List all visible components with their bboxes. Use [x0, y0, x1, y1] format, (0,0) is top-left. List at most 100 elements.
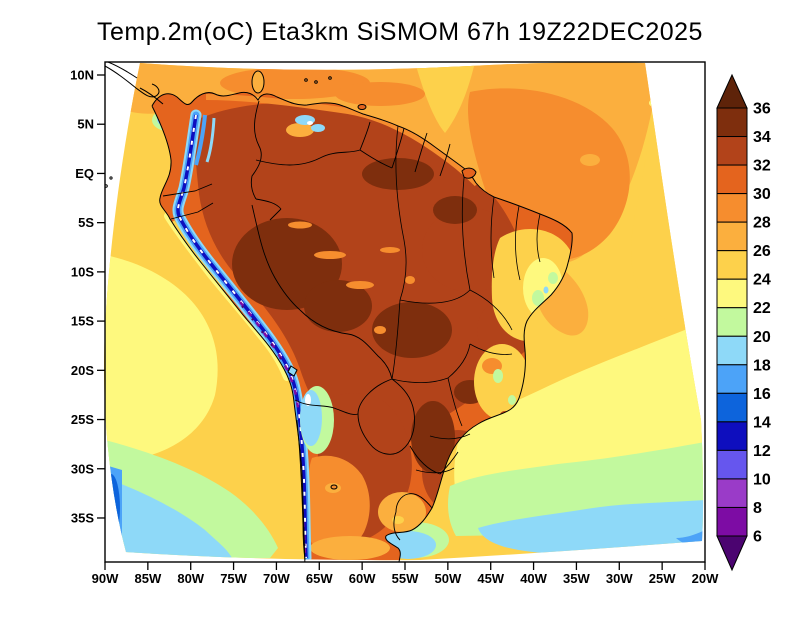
pampas-amber — [305, 455, 370, 554]
colorbar-label: 22 — [753, 300, 771, 317]
lake-titicaca — [287, 365, 298, 377]
lon-tick-label: 20W — [692, 571, 719, 586]
colorbar-label: 8 — [753, 500, 762, 517]
antilles-island — [314, 80, 318, 84]
atlantic-light-blue — [478, 500, 704, 554]
antilles-island — [304, 78, 308, 82]
border-per-bra — [251, 204, 301, 311]
coastlines-and-borders — [98, 62, 573, 562]
colorbar-label: 24 — [753, 272, 771, 289]
galapagos-island — [98, 179, 101, 182]
colorbar-arrow-below — [716, 535, 748, 572]
lat-tick-label: EQ — [75, 166, 94, 181]
colorbar-segment — [716, 335, 748, 366]
minas-green-speck — [493, 369, 503, 383]
mottle — [380, 247, 400, 253]
ocean-pale-spot — [664, 78, 696, 92]
andes-darkest-specks — [241, 305, 306, 555]
colorbar-segment — [716, 307, 748, 337]
lat-tick-label: 5S — [78, 215, 94, 230]
colorbar-legend: 36 34 32 30 28 26 24 22 20 18 16 14 12 10 8 6 — [716, 73, 771, 572]
ne-brazil-cyan-speck — [543, 286, 549, 294]
central-america-coastlines — [105, 62, 164, 105]
altiplano-cyan — [300, 390, 322, 446]
state-border — [447, 377, 463, 427]
trinidad-island — [357, 104, 367, 110]
minas-green-speck — [508, 395, 516, 405]
border-arg-chi — [296, 419, 306, 561]
lon-tick-label: 55W — [392, 571, 419, 586]
colorbar-label: 6 — [753, 528, 762, 545]
colorbar-label: 18 — [753, 357, 771, 374]
border-col-ecu — [162, 183, 213, 197]
pacific-pale-yellow — [105, 255, 218, 462]
mottle — [374, 326, 386, 334]
hot-core — [304, 280, 372, 332]
lake-maracaibo — [251, 70, 265, 94]
galapagos-island — [105, 184, 108, 188]
south-america-coastline — [151, 91, 573, 562]
hot-core — [433, 196, 477, 224]
uruguay-gold-speck — [392, 516, 404, 524]
longitude-axis: 90W 85W 80W 75W 70W 65W 60W 55W 50W 45W 40W 35W 30W 2… — [92, 562, 719, 586]
pampas-south-gold — [310, 536, 390, 560]
mottle — [288, 221, 312, 229]
lat-tick-label: 10S — [71, 264, 94, 279]
colorbar-segment — [716, 421, 748, 451]
state-border — [490, 196, 495, 279]
state-border — [469, 289, 513, 331]
colorbar-segment — [716, 506, 748, 537]
state-border — [391, 343, 471, 384]
central-america-coast — [105, 65, 160, 98]
colorbar-arrow-above — [716, 73, 748, 109]
ne-brazil-green-speck — [532, 290, 544, 306]
tepui-cool-speck — [311, 124, 325, 132]
border-ven-bra — [255, 149, 361, 166]
state-border — [399, 289, 471, 304]
altiplano-snow — [305, 394, 311, 406]
hot-core — [362, 158, 434, 190]
colorbar-label: 26 — [753, 243, 771, 260]
lat-tick-label: 20S — [71, 363, 94, 378]
lon-tick-label: 65W — [306, 571, 333, 586]
state-border — [395, 125, 407, 301]
colorbar-label: 34 — [753, 129, 771, 146]
colorbar-segment — [716, 221, 748, 252]
colorbar-label: 28 — [753, 215, 771, 232]
border-bol-arg — [294, 399, 359, 415]
lon-tick-label: 85W — [134, 571, 161, 586]
colorbar-label: 30 — [753, 186, 771, 203]
lon-tick-label: 80W — [177, 571, 204, 586]
lon-tick-label: 70W — [263, 571, 290, 586]
plot-title: Temp.2m(oC) Eta3km SiSMOM 67h 19Z22DEC20… — [97, 18, 703, 46]
colorbar-segment — [716, 164, 748, 195]
colorbar-segment — [716, 478, 748, 508]
brazil-state-borders — [391, 125, 541, 474]
andes-secondary-ridge — [194, 114, 207, 166]
uruguay-amber — [378, 492, 426, 532]
lon-tick-label: 30W — [606, 571, 633, 586]
ocean-pale-spot — [649, 98, 667, 108]
colorbar-segment — [716, 364, 748, 394]
colorbar-label: 36 — [753, 101, 771, 118]
lon-tick-label: 25W — [649, 571, 676, 586]
mottle — [314, 251, 346, 259]
lon-tick-label: 35W — [563, 571, 590, 586]
colorbar-label: 16 — [753, 386, 771, 403]
lat-tick-label: 25S — [71, 412, 94, 427]
lat-tick-label: 35S — [71, 510, 94, 525]
state-border — [391, 299, 401, 380]
border-guianas — [359, 121, 451, 177]
border-bra-bol — [299, 309, 393, 380]
andes-secondary-ridge — [205, 117, 216, 163]
model-domain-shading — [104, 62, 704, 561]
border-uruguay — [393, 493, 433, 541]
galapagos-island — [109, 176, 113, 180]
colorbar-segment — [716, 193, 748, 223]
lon-tick-label: 45W — [477, 571, 504, 586]
colorbar-segment — [716, 392, 748, 423]
lon-tick-label: 75W — [220, 571, 247, 586]
colorbar-segment — [716, 250, 748, 280]
lon-tick-label: 40W — [520, 571, 547, 586]
